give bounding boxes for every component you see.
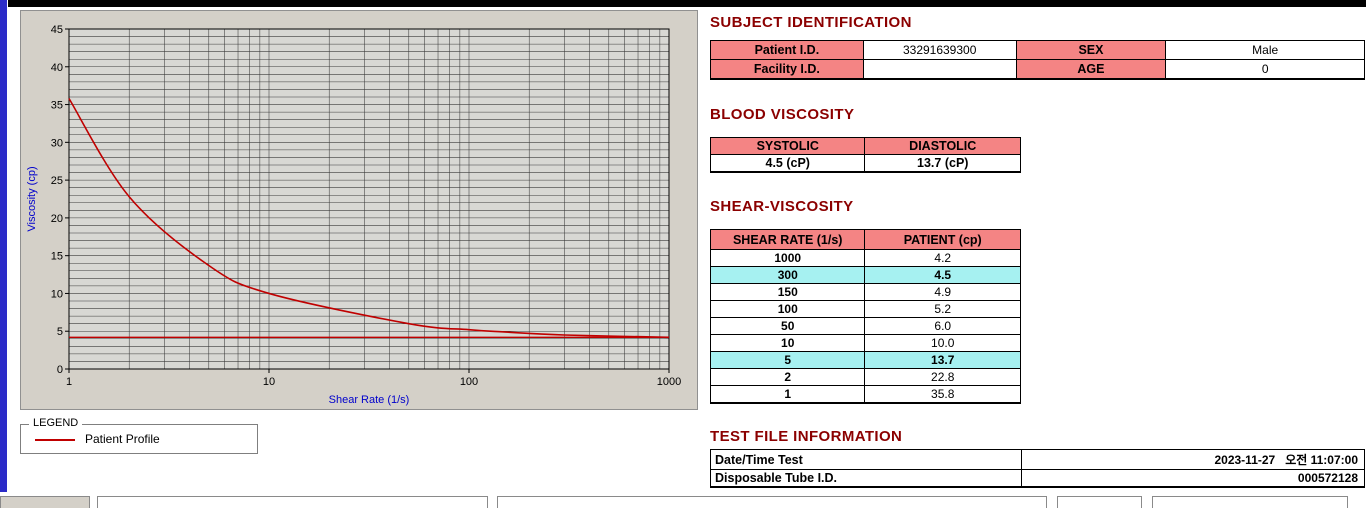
viscosity-chart: 0 5 10 15 20 25 30 35 40 45 1 10 100 1000 Shear Rate (… [26, 24, 681, 406]
svg-text:35: 35 [51, 100, 63, 112]
table-row: 4.5 (cP) 13.7 (cP) [709, 154, 1021, 173]
patient-value-cell: 5.2 [864, 300, 1021, 318]
age-value: 0 [1165, 59, 1365, 79]
patient-value-cell: 10.0 [864, 334, 1021, 352]
patient-value-cell: 4.5 [864, 266, 1021, 284]
svg-text:5: 5 [57, 326, 63, 338]
bottom-partial-panel[interactable] [97, 496, 488, 508]
shear-rate-cell: 1 [709, 385, 866, 404]
legend-series-label: Patient Profile [85, 432, 160, 446]
sex-label: SEX [1015, 40, 1167, 60]
table-row: Facility I.D. AGE 0 [710, 59, 1365, 79]
disposable-tube-id-label: Disposable Tube I.D. [709, 469, 1023, 488]
viscosity-chart-panel: 0 5 10 15 20 25 30 35 40 45 1 10 100 1000 Shear Rate (… [20, 10, 698, 410]
shear-rate-cell: 5 [709, 351, 866, 369]
diastolic-value: 13.7 (cP) [864, 154, 1021, 173]
patient-value-cell: 35.8 [864, 385, 1021, 404]
patient-value-cell: 4.9 [864, 283, 1021, 301]
window-top-edge [8, 0, 1366, 7]
svg-text:20: 20 [51, 213, 63, 225]
table-row: Patient I.D. 33291639300 SEX Male [710, 40, 1365, 60]
table-header-row: SYSTOLIC DIASTOLIC [709, 137, 1021, 155]
legend-title: LEGEND [29, 417, 83, 429]
patient-value-cell: 22.8 [864, 368, 1021, 386]
test-file-information-table: Date/Time Test 2023-11-27 오전 11:07:00 Di… [709, 449, 1365, 488]
date-time-test-value: 2023-11-27 오전 11:07:00 [1021, 449, 1365, 470]
table-row: 2 22.8 [709, 368, 1021, 386]
shear-rate-cell: 1000 [709, 249, 866, 267]
svg-text:25: 25 [51, 175, 63, 187]
subject-identification-title: SUBJECT IDENTIFICATION [710, 14, 912, 31]
patient-id-value: 33291639300 [862, 40, 1017, 60]
svg-text:30: 30 [51, 137, 63, 149]
svg-text:40: 40 [51, 62, 63, 74]
subject-identification-table: Patient I.D. 33291639300 SEX Male Facili… [710, 40, 1365, 80]
bottom-partial-panel[interactable] [497, 496, 1047, 508]
shear-rate-cell: 150 [709, 283, 866, 301]
facility-id-value [862, 59, 1017, 79]
svg-text:45: 45 [51, 24, 63, 36]
table-row: 10 10.0 [709, 334, 1021, 352]
blood-viscosity-table: SYSTOLIC DIASTOLIC 4.5 (cP) 13.7 (cP) [709, 137, 1021, 173]
window-left-edge [0, 0, 7, 492]
table-row: 50 6.0 [709, 317, 1021, 335]
bottom-partial-panel[interactable] [0, 496, 90, 508]
legend-line-sample [35, 439, 75, 441]
diastolic-header: DIASTOLIC [864, 137, 1021, 155]
table-row: Disposable Tube I.D. 000572128 [709, 469, 1365, 488]
table-header-row: SHEAR RATE (1/s) PATIENT (cp) [709, 229, 1021, 250]
table-row: 100 5.2 [709, 300, 1021, 318]
shear-viscosity-title: SHEAR-VISCOSITY [710, 198, 854, 215]
shear-rate-cell: 100 [709, 300, 866, 318]
facility-id-label: Facility I.D. [710, 59, 864, 79]
table-row: 300 4.5 [709, 266, 1021, 284]
patient-cp-header: PATIENT (cp) [864, 229, 1021, 250]
svg-text:1000: 1000 [657, 376, 681, 388]
svg-text:100: 100 [460, 376, 478, 388]
table-row: 1 35.8 [709, 385, 1021, 404]
svg-text:Viscosity (cp): Viscosity (cp) [26, 166, 38, 231]
svg-text:15: 15 [51, 251, 63, 263]
shear-viscosity-table: SHEAR RATE (1/s) PATIENT (cp) 1000 4.2 3… [709, 229, 1021, 404]
svg-text:1: 1 [66, 376, 72, 388]
patient-value-cell: 6.0 [864, 317, 1021, 335]
legend-box: LEGEND Patient Profile [20, 417, 258, 454]
date-time-test-label: Date/Time Test [709, 449, 1023, 470]
test-file-information-title: TEST FILE INFORMATION [710, 428, 903, 445]
table-row: 1000 4.2 [709, 249, 1021, 267]
svg-text:0: 0 [57, 364, 63, 376]
patient-value-cell: 13.7 [864, 351, 1021, 369]
shear-rate-cell: 50 [709, 317, 866, 335]
patient-id-label: Patient I.D. [710, 40, 864, 60]
svg-text:10: 10 [263, 376, 275, 388]
systolic-value: 4.5 (cP) [709, 154, 866, 173]
svg-text:Shear Rate (1/s): Shear Rate (1/s) [329, 394, 410, 406]
table-row: 150 4.9 [709, 283, 1021, 301]
sex-value: Male [1165, 40, 1365, 60]
shear-rate-header: SHEAR RATE (1/s) [709, 229, 866, 250]
svg-text:10: 10 [51, 288, 63, 300]
shear-rate-cell: 300 [709, 266, 866, 284]
blood-viscosity-title: BLOOD VISCOSITY [710, 106, 855, 123]
disposable-tube-id-value: 000572128 [1021, 469, 1365, 488]
bottom-partial-panel[interactable] [1057, 496, 1142, 508]
shear-rate-cell: 10 [709, 334, 866, 352]
bottom-partial-panel[interactable] [1152, 496, 1348, 508]
systolic-header: SYSTOLIC [709, 137, 866, 155]
table-row: 5 13.7 [709, 351, 1021, 369]
age-label: AGE [1015, 59, 1167, 79]
table-row: Date/Time Test 2023-11-27 오전 11:07:00 [709, 449, 1365, 470]
patient-value-cell: 4.2 [864, 249, 1021, 267]
shear-rate-cell: 2 [709, 368, 866, 386]
